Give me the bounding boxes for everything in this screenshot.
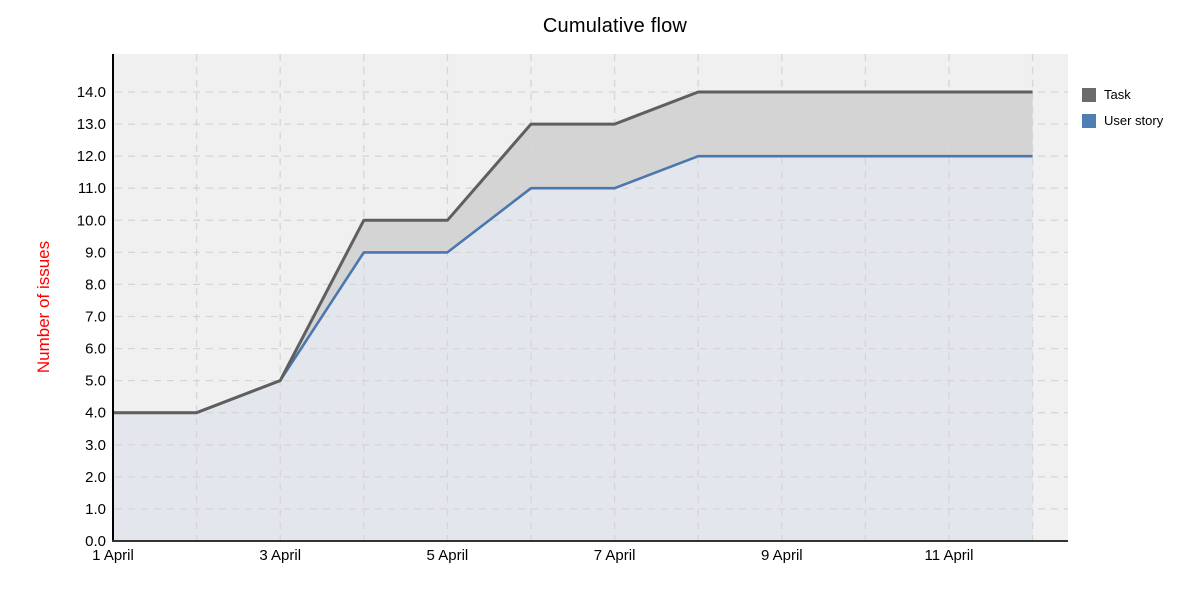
x-tick-labels: 1 April 3 April 5 April 7 April 9 April 11 Ap… bbox=[92, 547, 973, 564]
y-tick-label: 1.0 bbox=[85, 501, 106, 518]
y-tick-label: 3.0 bbox=[85, 437, 106, 454]
y-tick-labels: 0.0 1.0 2.0 3.0 4.0 5.0 6.0 7.0 8.0 9.0 10.0 11.0 12… bbox=[77, 84, 106, 550]
legend-swatch-icon bbox=[1082, 87, 1096, 102]
legend: Task User story bbox=[1082, 87, 1163, 139]
chart-title: Cumulative flow bbox=[542, 15, 688, 37]
x-tick-label: 9 April bbox=[761, 547, 803, 564]
y-tick-label: 0.0 bbox=[85, 533, 106, 550]
y-tick-label: 5.0 bbox=[85, 373, 106, 390]
legend-label: Task bbox=[1104, 87, 1131, 102]
x-tick-label: 7 April bbox=[594, 547, 636, 564]
gridlines bbox=[115, 54, 1068, 540]
x-tick-label: 11 April bbox=[925, 547, 974, 564]
task-line bbox=[113, 90, 1033, 415]
y-tick-label: 2.0 bbox=[85, 469, 106, 486]
y-tick-label: 13.0 bbox=[77, 116, 106, 133]
y-tick-label: 11.0 bbox=[78, 180, 106, 197]
x-tick-label: 1 April bbox=[92, 547, 134, 564]
y-tick-label: 14.0 bbox=[77, 84, 106, 101]
y-tick-label: 9.0 bbox=[85, 244, 106, 261]
x-tick-label: 5 April bbox=[427, 547, 469, 564]
y-tick-label: 4.0 bbox=[85, 405, 106, 422]
legend-swatch-icon bbox=[1082, 113, 1096, 128]
legend-label: User story bbox=[1104, 113, 1164, 128]
y-tick-label: 7.0 bbox=[85, 309, 106, 326]
legend-item-user-story: User story bbox=[1082, 113, 1163, 128]
y-tick-label: 8.0 bbox=[85, 276, 106, 293]
x-tick-label: 3 April bbox=[259, 547, 301, 564]
y-tick-label: 6.0 bbox=[85, 341, 106, 358]
legend-item-task: Task bbox=[1082, 87, 1163, 102]
y-tick-label: 10.0 bbox=[77, 212, 106, 229]
y-tick-label: 12.0 bbox=[77, 148, 106, 165]
